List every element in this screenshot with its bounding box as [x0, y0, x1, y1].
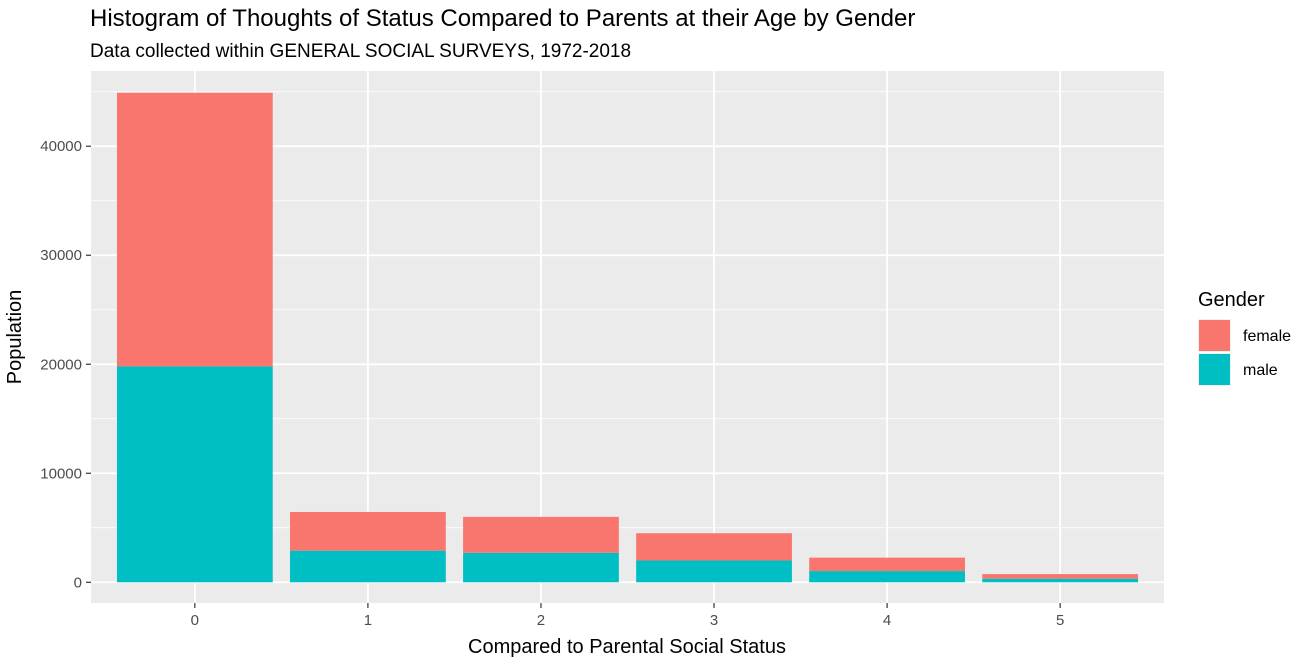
- x-axis-label: Compared to Parental Social Status: [468, 636, 786, 658]
- x-tick-label: 0: [191, 612, 199, 629]
- bar-female-3: [636, 533, 792, 561]
- bar-male-5: [982, 578, 1139, 583]
- legend-title: Gender: [1198, 289, 1265, 311]
- x-tick-label: 5: [1056, 612, 1064, 629]
- x-tick-label: 2: [537, 612, 545, 629]
- x-tick-label: 4: [883, 612, 891, 629]
- bar-female-0: [116, 92, 273, 367]
- legend-items: female male: [1198, 319, 1291, 386]
- bar-male-0: [116, 366, 273, 583]
- y-tick-label: 40000: [40, 138, 82, 155]
- legend-swatch-male: [1199, 354, 1230, 385]
- legend: Gender female male: [1198, 289, 1291, 386]
- bar-female-5: [982, 574, 1139, 579]
- legend-label-female: female: [1243, 328, 1291, 345]
- y-axis-label: Population: [4, 290, 26, 385]
- chart-title: Histogram of Thoughts of Status Compared…: [90, 5, 915, 32]
- legend-swatch-female: [1199, 320, 1230, 351]
- bars: [116, 92, 1139, 583]
- bar-male-4: [809, 571, 965, 583]
- bar-male-1: [290, 550, 446, 583]
- y-tick-label: 20000: [40, 356, 82, 373]
- y-tick-label: 10000: [40, 465, 82, 482]
- y-tick-label: 0: [74, 574, 82, 591]
- bar-female-4: [809, 557, 965, 572]
- chart-subtitle: Data collected within GENERAL SOCIAL SUR…: [90, 41, 631, 62]
- bar-male-3: [636, 560, 792, 583]
- x-tick-label: 1: [364, 612, 372, 629]
- legend-label-male: male: [1243, 362, 1278, 379]
- y-axis-ticks: 0 10000 20000 30000 40000: [40, 138, 91, 591]
- x-tick-label: 3: [710, 612, 718, 629]
- bar-female-1: [290, 511, 446, 551]
- y-tick-label: 30000: [40, 247, 82, 264]
- bar-male-2: [463, 552, 619, 583]
- x-axis-ticks: 0 1 2 3 4 5: [191, 603, 1064, 629]
- bar-female-2: [463, 516, 619, 553]
